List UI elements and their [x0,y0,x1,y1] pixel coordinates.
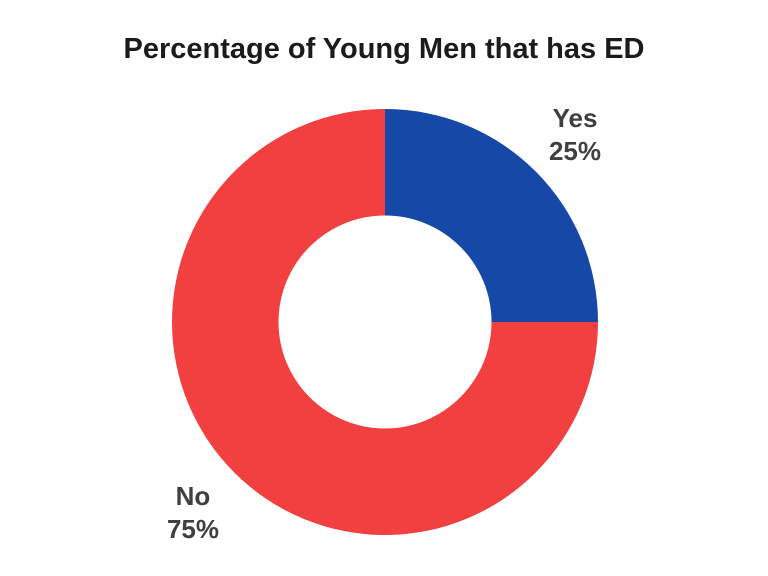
slice-label-yes-category: Yes [552,103,598,133]
donut-chart [172,109,598,535]
slice-label-yes: Yes 25% [515,102,635,168]
slice-label-yes-percent: 25% [548,136,602,166]
pie-slice-yes [385,109,598,322]
slice-label-no-percent: 75% [166,514,220,544]
slice-label-no: No 75% [133,480,253,546]
slice-label-no-category: No [175,481,211,511]
pie-slice-no [172,109,598,535]
chart-title: Percentage of Young Men that has ED [123,33,645,65]
